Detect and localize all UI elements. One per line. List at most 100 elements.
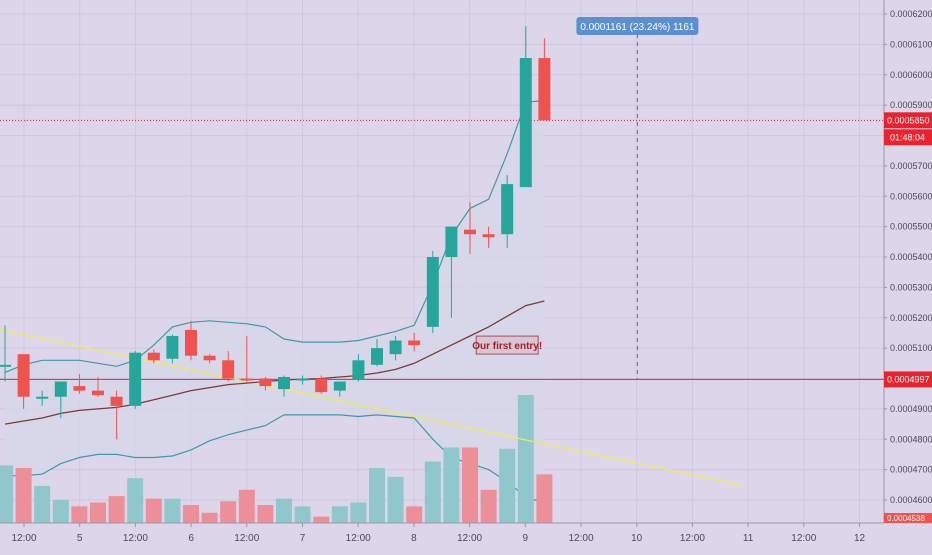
- candle-body: [222, 360, 235, 379]
- y-tick-label: 0.0005600: [890, 191, 932, 201]
- candlesticks: [0, 26, 551, 440]
- countdown-badge: [884, 129, 932, 146]
- y-tick-label: 0.0005100: [890, 343, 932, 353]
- candle-body: [333, 381, 346, 391]
- volume-bars: [0, 395, 553, 523]
- price-axis[interactable]: 0.0006200 0.0006100 0.0006000 0.0005900 0.00…: [883, 0, 932, 550]
- trend-line[interactable]: [0, 324, 740, 486]
- candle: [501, 174, 514, 248]
- volume-bar: [313, 516, 330, 523]
- y-tick-label: 0.0005900: [890, 100, 932, 110]
- candle-body: [259, 378, 272, 387]
- y-tick-label: 0.0005300: [890, 282, 932, 292]
- candle: [333, 381, 346, 397]
- candle-body: [185, 329, 197, 356]
- candle: [0, 325, 11, 382]
- y-tick-label: 0.0005200: [890, 313, 932, 323]
- y-tick-label: 0.0006200: [890, 9, 932, 19]
- candle: [538, 38, 551, 121]
- candle: [278, 375, 290, 397]
- candle: [315, 375, 328, 394]
- measure-tool[interactable]: 0.0001161 (23.24%) 1161: [576, 17, 699, 380]
- x-tick-label: 12:00: [234, 533, 259, 544]
- x-tick-label: 7: [300, 533, 306, 544]
- volume-bar: [201, 512, 218, 523]
- candle: [240, 335, 253, 382]
- annotation[interactable]: Our first entry!: [472, 335, 542, 355]
- candle: [408, 332, 421, 352]
- x-tick-label: 9: [523, 533, 529, 544]
- candle: [371, 339, 383, 367]
- x-tick-label: 6: [188, 533, 194, 544]
- moving-average-line: [4, 300, 545, 425]
- volume-axis-badge: [884, 513, 932, 523]
- candle-body: [240, 378, 253, 381]
- x-tick-label: 11: [743, 533, 754, 544]
- volume-bar: [536, 474, 553, 523]
- x-tick-label: 12:00: [346, 533, 371, 544]
- candle-body: [538, 58, 551, 121]
- y-tick-label: 0.0004600: [890, 495, 932, 505]
- volume-bar: [387, 476, 404, 523]
- volume-bar: [331, 506, 348, 523]
- trendline[interactable]: [0, 300, 740, 486]
- x-tick-label: 12: [854, 533, 866, 544]
- x-tick-label: 5: [77, 533, 83, 544]
- candle: [92, 376, 104, 397]
- y-tick-label: 0.0005400: [890, 252, 932, 262]
- volume-bar: [294, 506, 311, 523]
- volume-bar: [517, 395, 534, 523]
- volume-bar: [52, 499, 69, 523]
- measure-label-box: [576, 17, 699, 35]
- annotation-box: [475, 335, 539, 355]
- volume-bar: [443, 447, 460, 523]
- candle-body: [482, 234, 495, 238]
- x-tick-label: 12:00: [791, 533, 816, 544]
- volume-bar: [34, 485, 51, 523]
- x-tick-label: 12:00: [568, 533, 593, 544]
- volume-bar: [145, 498, 162, 523]
- x-tick-label: 12:00: [11, 533, 36, 544]
- candle: [464, 202, 476, 254]
- volume-bar: [164, 498, 181, 523]
- candle: [36, 390, 49, 406]
- measure-label: 0.0001161 (23.24%) 1161: [580, 22, 695, 33]
- time-axis[interactable]: 12:00 5 12:00 6 12:00 7 12:00 8 12:00 9 12:00 10 12:…: [0, 522, 932, 550]
- current-price-label: 0.0005850: [887, 115, 930, 125]
- volume-bar: [90, 502, 106, 523]
- volume-bar: [257, 505, 274, 523]
- volume-bar: [276, 498, 292, 523]
- candle-body: [389, 340, 402, 355]
- candle: [185, 320, 197, 361]
- candle: [352, 354, 365, 382]
- annotation-text: Our first entry!: [472, 341, 542, 352]
- x-tick-label: 10: [631, 533, 643, 544]
- y-tick-label: 0.0005700: [890, 161, 932, 171]
- candle: [445, 226, 458, 318]
- candle-body: [426, 257, 439, 327]
- price-axis-background: [884, 0, 932, 550]
- candle-body: [36, 396, 49, 399]
- candle: [389, 335, 402, 361]
- volume-bar: [71, 506, 88, 523]
- current-price-badge: [884, 112, 932, 129]
- volume-bar: [0, 465, 13, 523]
- support-price-badge: [884, 371, 932, 388]
- y-tick-label: 0.0006100: [890, 39, 932, 49]
- horizontal-line[interactable]: [0, 119, 884, 380]
- volume-bar: [480, 489, 497, 523]
- candle-body: [464, 229, 476, 235]
- x-tick-label: 12:00: [123, 533, 148, 544]
- support-price-label: 0.0004997: [887, 374, 930, 384]
- candle: [482, 226, 495, 248]
- volume-bar: [499, 448, 516, 523]
- candle: [17, 354, 30, 409]
- volume-bar: [424, 461, 441, 523]
- candle: [54, 381, 67, 418]
- candle-body: [408, 340, 421, 346]
- candle-body: [147, 352, 160, 361]
- candle-body: [315, 378, 328, 393]
- candle-body: [129, 352, 142, 406]
